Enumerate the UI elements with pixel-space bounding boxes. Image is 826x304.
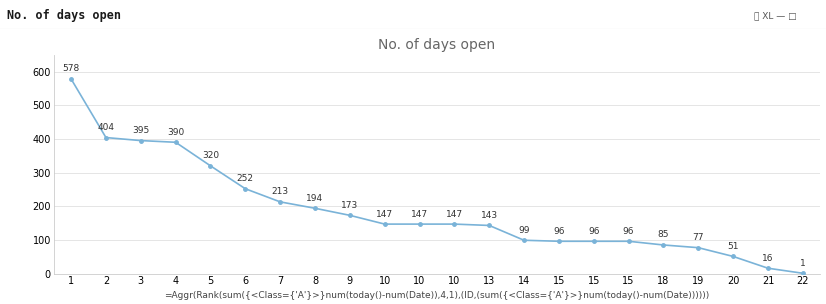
Text: 173: 173 xyxy=(341,201,358,210)
Text: 147: 147 xyxy=(446,209,463,219)
Text: 85: 85 xyxy=(657,230,669,240)
Text: 390: 390 xyxy=(167,128,184,137)
X-axis label: =Aggr(Rank(sum({<Class={'A'}>}num(today()-num(Date)),4,1),(ID,(sum({<Class={'A'}: =Aggr(Rank(sum({<Class={'A'}>}num(today(… xyxy=(164,291,710,299)
Text: 96: 96 xyxy=(553,227,565,236)
Text: 147: 147 xyxy=(376,209,393,219)
Text: 99: 99 xyxy=(518,226,529,235)
Text: 194: 194 xyxy=(306,194,324,203)
Text: 143: 143 xyxy=(481,211,498,220)
Text: 578: 578 xyxy=(63,64,80,73)
Text: 213: 213 xyxy=(272,187,289,196)
Text: 404: 404 xyxy=(97,123,115,132)
Text: 51: 51 xyxy=(728,242,739,251)
Text: 图 XL — □: 图 XL — □ xyxy=(754,11,797,20)
Title: No. of days open: No. of days open xyxy=(378,38,496,52)
Text: 147: 147 xyxy=(411,209,428,219)
Text: No. of days open: No. of days open xyxy=(7,9,121,22)
Text: 320: 320 xyxy=(202,151,219,160)
Text: 96: 96 xyxy=(588,227,600,236)
Text: 16: 16 xyxy=(762,254,774,263)
Text: 77: 77 xyxy=(692,233,704,242)
Text: 252: 252 xyxy=(237,174,254,183)
Text: 1: 1 xyxy=(800,259,805,268)
Text: 96: 96 xyxy=(623,227,634,236)
Text: 395: 395 xyxy=(132,126,150,135)
